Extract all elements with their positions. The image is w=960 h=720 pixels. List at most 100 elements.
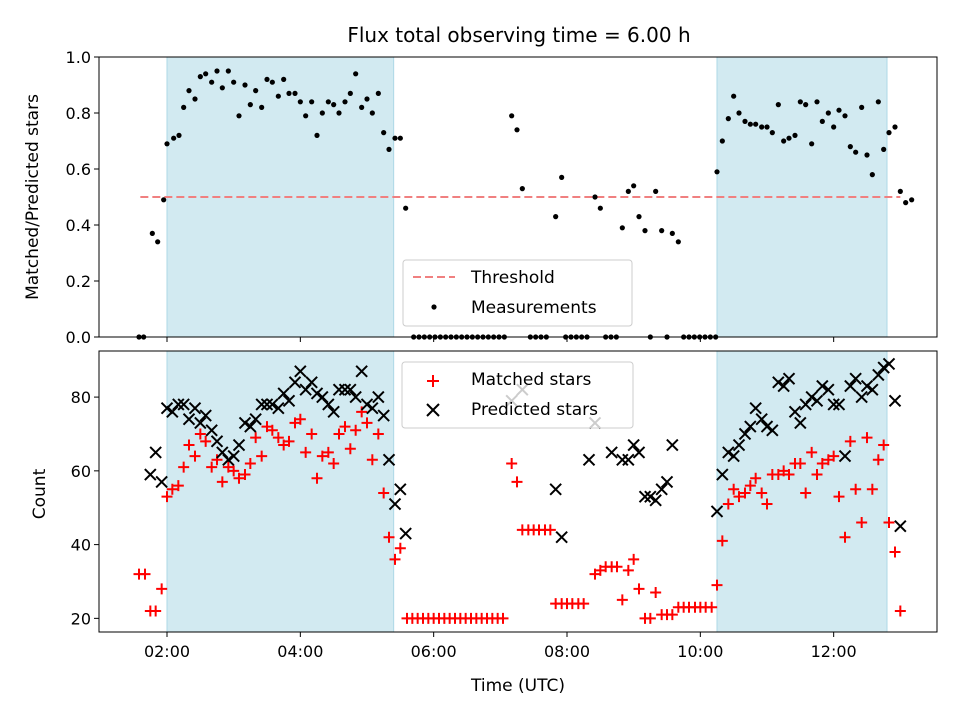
predicted-star-point (716, 468, 729, 481)
predicted-star-point (788, 405, 802, 419)
predicted-star-point (866, 383, 879, 396)
predicted-star-point (827, 398, 840, 411)
predicted-star-point (732, 438, 746, 452)
predicted-star-point (244, 420, 257, 433)
matched-star-point (328, 457, 340, 469)
predicted-star-point (282, 394, 296, 407)
measurement-point (181, 104, 187, 110)
measurement-point (509, 113, 515, 119)
matched-star-point (178, 461, 190, 473)
x-tick-label: 10:00 (677, 642, 723, 661)
matched-star-point (183, 439, 195, 451)
predicted-star-point (749, 401, 762, 415)
matched-star-point (883, 516, 895, 528)
matched-star-point (666, 609, 678, 621)
predicted-star-point (160, 401, 174, 415)
measurement-point (149, 230, 155, 236)
matched-star-point (356, 406, 368, 418)
measurement-point (192, 96, 198, 102)
measurement-point (903, 200, 909, 206)
measurement-point (631, 183, 637, 189)
measurement-point (669, 230, 675, 236)
predicted-star-point (399, 527, 412, 540)
matched-star-point (611, 561, 623, 573)
predicted-star-point (210, 435, 224, 448)
measurement-point (775, 102, 781, 108)
predicted-legend-label: Predicted stars (471, 400, 598, 420)
measurement-point (659, 228, 665, 234)
top-y-axis: 0.0 0.2 0.4 0.6 0.8 1.0 (66, 48, 99, 347)
matched-star-point (633, 583, 645, 595)
measurement-point (259, 104, 265, 110)
predicted-star-point (327, 405, 340, 419)
measurement-point (747, 121, 753, 127)
matched-star-point (739, 487, 751, 499)
measurement-point (881, 146, 887, 152)
measurement-point (392, 135, 398, 141)
measurement-point (161, 197, 167, 203)
measurement-point (519, 186, 525, 192)
matched-star-point (716, 535, 728, 547)
predicted-star-point (288, 376, 302, 389)
predicted-star-point (872, 368, 885, 382)
matched-star-point (794, 457, 806, 469)
matched-star-point (189, 450, 201, 462)
matched-star-point (894, 605, 906, 617)
measurement-point (197, 74, 203, 80)
matched-star-point (361, 417, 373, 429)
predicted-star-point (794, 416, 807, 430)
matched-star-point (744, 480, 756, 492)
matched-star-point (872, 454, 884, 466)
predicted-star-point (155, 475, 168, 489)
y-tick-label: 1.0 (66, 48, 91, 67)
measurement-point (381, 130, 387, 136)
measurement-point (642, 228, 648, 234)
predicted-star-point (255, 398, 268, 411)
observing-window (716, 350, 888, 633)
matched-star-point (578, 598, 590, 610)
matched-star-point (497, 612, 509, 624)
predicted-star-point (616, 453, 629, 466)
y-tick-label: 0.6 (66, 160, 91, 179)
measurement-point (836, 107, 842, 113)
matched-star-point (322, 446, 334, 458)
measurement-point (809, 141, 815, 147)
predicted-stars-series (144, 357, 907, 544)
measurement-point (909, 197, 915, 203)
predicted-star-point (194, 416, 207, 430)
predicted-star-point (372, 390, 385, 404)
measurement-point (247, 102, 253, 108)
predicted-star-point (832, 398, 846, 411)
x-tick-label: 08:00 (544, 642, 590, 661)
matched-star-point (283, 435, 295, 447)
predicted-star-point (549, 483, 562, 496)
predicted-star-point (766, 424, 779, 437)
measurement-point (225, 68, 231, 74)
matched-star-point (506, 457, 518, 469)
measurement-point (736, 110, 742, 116)
top-panel: 0.0 0.2 0.4 0.6 0.8 1.0 Matched/Predicted sta… (23, 48, 938, 347)
predicted-star-point (727, 449, 740, 463)
predicted-star-point (838, 449, 852, 463)
measurement-point (369, 110, 375, 116)
matched-star-point (839, 531, 851, 543)
measurement-point (364, 96, 370, 102)
predicted-star-point (860, 379, 874, 393)
matched-star-point (344, 443, 356, 455)
measurement-point (375, 90, 381, 96)
predicted-star-point (844, 379, 857, 393)
top-axes-frame (98, 56, 938, 338)
predicted-star-point (649, 494, 662, 507)
matched-star-point (372, 428, 384, 440)
predicted-star-point (816, 379, 829, 393)
measurement-point (264, 76, 270, 82)
predicted-star-point (227, 449, 240, 463)
predicted-star-point (322, 398, 335, 411)
measurement-point (559, 174, 565, 180)
predicted-star-point (822, 383, 835, 396)
predicted-star-point (644, 490, 657, 503)
predicted-star-point (849, 372, 862, 385)
matched-star-point (233, 472, 245, 484)
x-tick-label: 06:00 (411, 642, 457, 661)
matched-star-point (272, 432, 284, 444)
